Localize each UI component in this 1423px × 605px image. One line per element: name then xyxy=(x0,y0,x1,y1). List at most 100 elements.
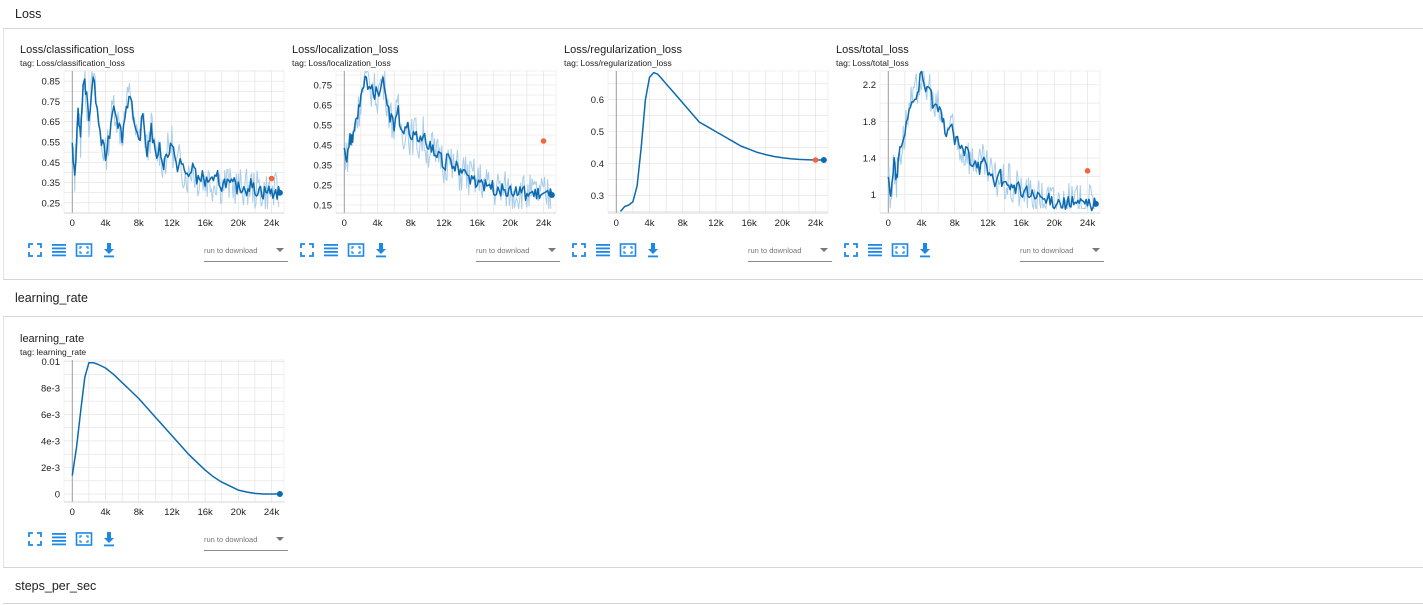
run-to-download-select[interactable]: run to download xyxy=(204,530,288,551)
download-icon[interactable] xyxy=(100,241,118,259)
x-tick-label: 0 xyxy=(70,507,75,518)
chart-card: learning_rate tag: learning_rate 0 2e-3 4e-3… xyxy=(20,333,290,573)
chart-plot[interactable]: 0.25 0.35 0.45 0.55 0.65 0.75 0.85 0 4k 8k 12k 16k 2… xyxy=(20,67,288,233)
x-tick-label: 12k xyxy=(980,218,996,229)
log-scale-icon[interactable] xyxy=(50,241,68,259)
chart-title: Loss/localization_loss xyxy=(292,44,399,56)
y-tick-label: 0.45 xyxy=(314,141,333,152)
y-tick-label: 0.15 xyxy=(314,201,333,212)
chart-tag: tag: learning_rate xyxy=(20,347,87,357)
download-icon[interactable] xyxy=(644,241,662,259)
chart-toolbar: run to download xyxy=(842,241,1104,263)
section-title: learning_rate xyxy=(15,291,88,305)
chart-toolbar: run to download xyxy=(570,241,832,263)
x-tick-label: 20k xyxy=(231,218,247,229)
chart-card: Loss/regularization_loss tag: Loss/regula… xyxy=(564,44,834,284)
download-icon[interactable] xyxy=(372,241,390,259)
y-tick-label: 0.75 xyxy=(42,97,61,108)
x-tick-label: 4k xyxy=(372,218,382,229)
x-tick-label: 16k xyxy=(469,218,485,229)
y-tick-label: 0.45 xyxy=(42,158,61,169)
y-tick-label: 0.5 xyxy=(591,127,604,138)
log-scale-icon[interactable] xyxy=(594,241,612,259)
section-header-loss[interactable]: Loss xyxy=(3,0,1423,29)
chart-plot[interactable]: 0.15 0.25 0.35 0.45 0.55 0.65 0.75 0 4k 8k 12k 16k 2… xyxy=(292,67,560,233)
download-icon[interactable] xyxy=(916,241,934,259)
chart-plot[interactable]: 0.3 0.4 0.5 0.6 0 4k 8k 12k 16k 20k 24k xyxy=(564,67,832,233)
latest-point xyxy=(820,157,827,164)
fit-domain-icon[interactable] xyxy=(570,241,588,259)
x-tick-label: 0 xyxy=(342,218,347,229)
chart-toolbar: run to download xyxy=(26,530,288,552)
y-tick-label: 0.25 xyxy=(42,198,61,209)
chart-title: learning_rate xyxy=(20,333,85,345)
log-scale-icon[interactable] xyxy=(322,241,340,259)
toggle-expand-icon[interactable] xyxy=(75,530,93,548)
x-tick-label: 0 xyxy=(886,218,891,229)
run-to-download-select[interactable]: run to download xyxy=(748,241,832,262)
download-icon[interactable] xyxy=(100,530,118,548)
run-to-download-select[interactable]: run to download xyxy=(1020,241,1104,262)
latest-point xyxy=(1092,200,1099,207)
x-tick-label: 0 xyxy=(70,218,75,229)
section-title: Loss xyxy=(15,7,42,21)
chart-card: Loss/classification_loss tag: Loss/classi… xyxy=(20,44,290,284)
chart-plot[interactable]: 1 1.4 1.8 2.2 0 4k 8k 12k 16k 20k 24k xyxy=(836,67,1104,233)
toggle-expand-icon[interactable] xyxy=(891,241,909,259)
fit-domain-icon[interactable] xyxy=(26,530,44,548)
y-tick-label: 0 xyxy=(55,490,60,501)
section-header-learning-rate[interactable]: learning_rate xyxy=(3,279,1423,317)
x-tick-label: 24k xyxy=(264,507,280,518)
series-line xyxy=(343,75,553,202)
toggle-expand-icon[interactable] xyxy=(75,241,93,259)
section-title: steps_per_sec xyxy=(15,578,97,593)
run-to-download-select[interactable]: run to download xyxy=(476,241,560,262)
compare-point xyxy=(540,138,547,144)
y-tick-label: 2e-3 xyxy=(41,463,60,474)
compare-point xyxy=(1084,168,1091,174)
x-tick-label: 24k xyxy=(536,218,552,229)
x-tick-label: 24k xyxy=(264,218,280,229)
fit-domain-icon[interactable] xyxy=(842,241,860,259)
x-tick-label: 20k xyxy=(1047,218,1063,229)
chart-card: Loss/total_loss tag: Loss/total_loss 1 1.4 1… xyxy=(836,44,1106,284)
y-tick-label: 0.65 xyxy=(42,117,61,128)
chart-plot[interactable]: 0 2e-3 4e-3 6e-3 8e-3 0.01 0 4k 8k 12k 16k 20k 24k xyxy=(20,356,288,522)
run-to-download-select[interactable]: run to download xyxy=(204,241,288,262)
chevron-down-icon xyxy=(276,248,284,252)
section-header-steps-per-sec[interactable]: steps_per_sec xyxy=(3,567,1423,604)
fit-domain-icon[interactable] xyxy=(26,241,44,259)
y-tick-label: 8e-3 xyxy=(41,383,60,394)
run-select-label: run to download xyxy=(204,246,258,255)
x-tick-label: 8k xyxy=(406,218,416,229)
x-tick-label: 8k xyxy=(134,507,144,518)
series-line xyxy=(887,71,1097,212)
log-scale-icon[interactable] xyxy=(50,530,68,548)
y-tick-label: 0.25 xyxy=(314,181,333,192)
y-tick-label: 0.55 xyxy=(314,121,333,132)
log-scale-icon[interactable] xyxy=(866,241,884,259)
x-tick-label: 8k xyxy=(678,218,688,229)
grid xyxy=(336,71,556,213)
x-tick-label: 24k xyxy=(1080,218,1096,229)
y-tick-label: 0.35 xyxy=(42,178,61,189)
chevron-down-icon xyxy=(548,248,556,252)
x-tick-label: 24k xyxy=(808,218,824,229)
run-select-label: run to download xyxy=(748,246,802,255)
x-tick-label: 4k xyxy=(100,218,110,229)
y-tick-label: 0.75 xyxy=(314,81,333,92)
x-tick-label: 4k xyxy=(916,218,926,229)
y-tick-label: 1.4 xyxy=(863,154,876,165)
x-tick-label: 12k xyxy=(708,218,724,229)
y-tick-label: 0.6 xyxy=(591,95,604,106)
toggle-expand-icon[interactable] xyxy=(347,241,365,259)
chart-toolbar: run to download xyxy=(298,241,560,263)
chart-tag: tag: Loss/regularization_loss xyxy=(564,58,672,68)
fit-domain-icon[interactable] xyxy=(298,241,316,259)
run-select-label: run to download xyxy=(476,246,530,255)
chart-tag: tag: Loss/localization_loss xyxy=(292,58,391,68)
x-tick-label: 20k xyxy=(231,507,247,518)
chevron-down-icon xyxy=(276,537,284,541)
toggle-expand-icon[interactable] xyxy=(619,241,637,259)
y-tick-label: 0.35 xyxy=(314,161,333,172)
